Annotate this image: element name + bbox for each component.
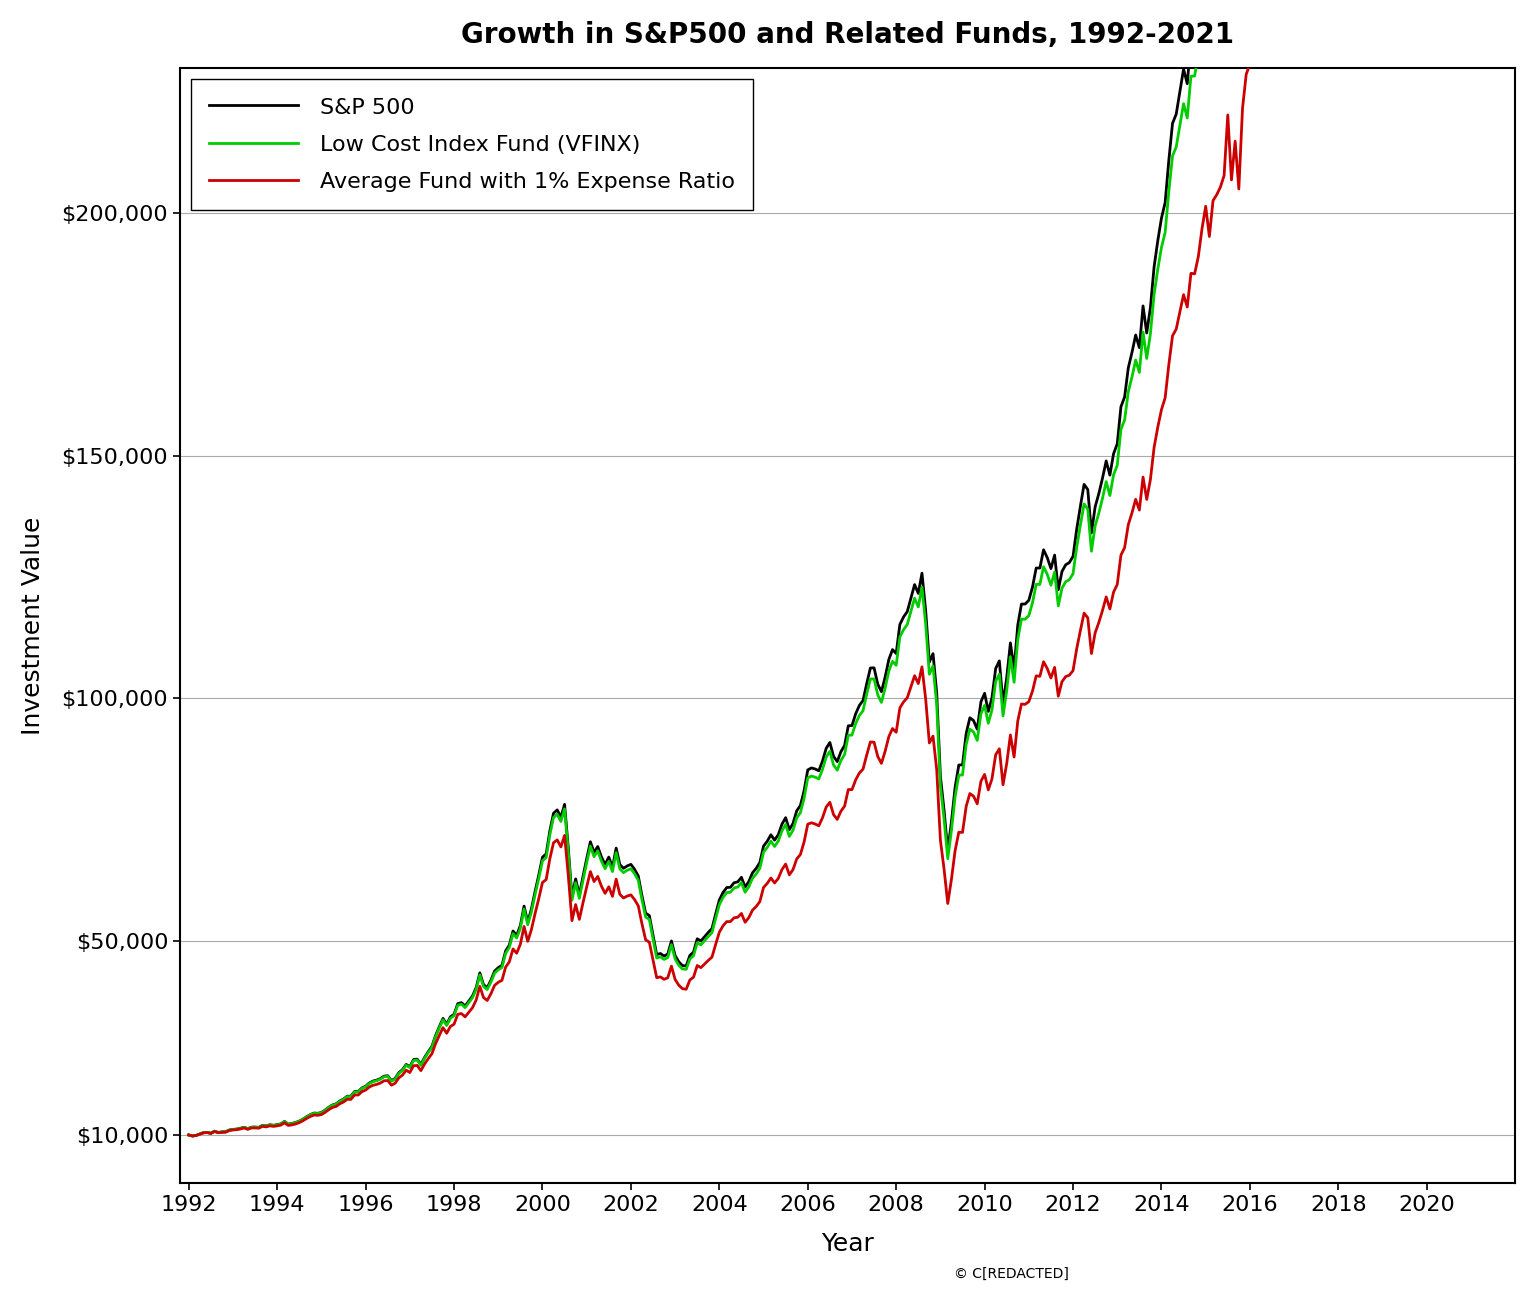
Low Cost Index Fund (VFINX) (249, 1120, 267, 1135)
S&P 500 (412, 1056, 430, 1072)
Average Fund with 1% Expense Ratio (249, 1121, 267, 1137)
Average Fund with 1% Expense Ratio (412, 1063, 430, 1078)
S&P 500 (249, 1120, 267, 1135)
Line: S&P 500: S&P 500 (189, 0, 1536, 1137)
Text: © C[REDACTED]: © C[REDACTED] (954, 1267, 1069, 1281)
Low Cost Index Fund (VFINX) (183, 1129, 201, 1144)
X-axis label: Year: Year (822, 1232, 874, 1256)
Line: Average Fund with 1% Expense Ratio: Average Fund with 1% Expense Ratio (189, 0, 1536, 1137)
Title: Growth in S&P500 and Related Funds, 1992-2021: Growth in S&P500 and Related Funds, 1992… (461, 21, 1233, 49)
Low Cost Index Fund (VFINX) (180, 1127, 198, 1143)
Average Fund with 1% Expense Ratio (180, 1127, 198, 1143)
S&P 500 (180, 1127, 198, 1143)
S&P 500 (183, 1129, 201, 1144)
Average Fund with 1% Expense Ratio (404, 1058, 422, 1073)
Line: Low Cost Index Fund (VFINX): Low Cost Index Fund (VFINX) (189, 0, 1536, 1137)
Y-axis label: Investment Value: Investment Value (22, 516, 45, 734)
Low Cost Index Fund (VFINX) (404, 1053, 422, 1068)
Low Cost Index Fund (VFINX) (551, 813, 570, 829)
Legend: S&P 500, Low Cost Index Fund (VFINX), Average Fund with 1% Expense Ratio: S&P 500, Low Cost Index Fund (VFINX), Av… (190, 79, 753, 211)
Average Fund with 1% Expense Ratio (551, 839, 570, 855)
Average Fund with 1% Expense Ratio (183, 1129, 201, 1144)
Low Cost Index Fund (VFINX) (412, 1058, 430, 1073)
S&P 500 (551, 809, 570, 825)
S&P 500 (404, 1051, 422, 1067)
